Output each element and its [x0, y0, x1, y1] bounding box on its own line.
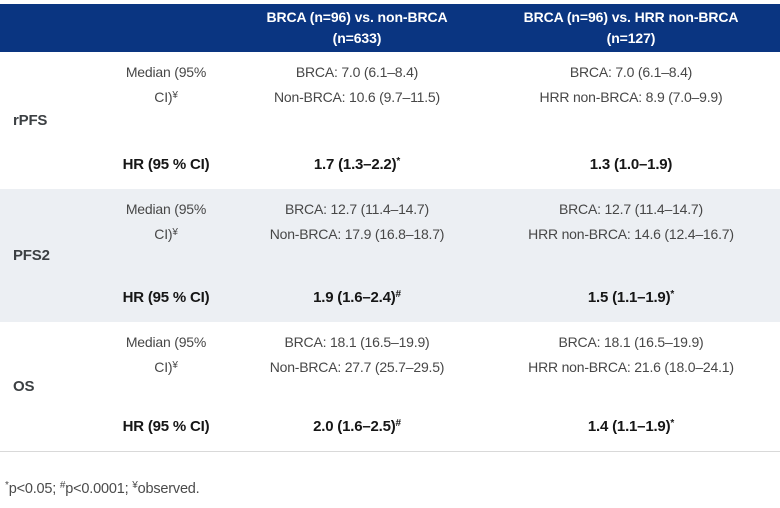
median-label-line1: Median (95% [125, 334, 207, 350]
column-header-brca-vs-nonbrca: BRCA (n=96) vs. non-BRCA (n=633) [232, 7, 482, 49]
median-label-cell: Median (95% CI)¥ [100, 189, 232, 247]
asterisk-marker: * [5, 480, 9, 491]
median-label-line1: Median (95% [125, 201, 207, 217]
footnote-observed: observed. [137, 481, 200, 497]
hr-value: 1.3 (1.0–1.9) [589, 156, 673, 173]
hr-value: 1.5 (1.1–1.9) [587, 289, 671, 306]
row-label-rpfs: rPFS [13, 112, 48, 129]
median-label-line1: Median (95% [125, 64, 207, 80]
median-hrr-nonbrca-value: HRR non-BRCA: 14.6 (12.4–16.7) [528, 226, 734, 242]
hr-value-cell: 1.9 (1.6–2.4)# [232, 287, 482, 322]
median-label-line2: CI)¥ [154, 89, 178, 105]
yen-marker: ¥ [132, 480, 138, 491]
hr-value-cell: 2.0 (1.6–2.5)# [232, 416, 482, 451]
median-label-line2: CI)¥ [154, 226, 178, 242]
significance-marker: * [396, 156, 401, 167]
observed-marker: ¥ [172, 90, 178, 101]
median-brca-value: BRCA: 7.0 (6.1–8.4) [569, 64, 693, 80]
hr-value: 1.4 (1.1–1.9) [587, 418, 671, 435]
observed-marker: ¥ [172, 360, 178, 371]
hr-value-cell: 1.3 (1.0–1.9) [482, 154, 780, 189]
median-brca-value: BRCA: 18.1 (16.5–19.9) [284, 334, 430, 350]
median-label-cell: Median (95% CI)¥ [100, 322, 232, 380]
table-header-row: BRCA (n=96) vs. non-BRCA (n=633) BRCA (n… [0, 4, 780, 52]
median-value-cell: BRCA: 7.0 (6.1–8.4) HRR non-BRCA: 8.9 (7… [482, 52, 780, 110]
median-nonbrca-value: Non-BRCA: 17.9 (16.8–18.7) [269, 226, 445, 242]
median-label-line2: CI)¥ [154, 359, 178, 375]
hr-label: HR (95 % CI) [122, 289, 210, 306]
median-brca-value: BRCA: 7.0 (6.1–8.4) [295, 64, 419, 80]
hr-value-cell: 1.4 (1.1–1.9)* [482, 416, 780, 451]
median-nonbrca-value: Non-BRCA: 10.6 (9.7–11.5) [274, 89, 440, 105]
hr-value: 1.9 (1.6–2.4) [313, 289, 396, 306]
hr-value-cell: 1.5 (1.1–1.9)* [482, 287, 780, 322]
footnote-p00001: p<0.0001; [65, 481, 133, 497]
column-header-brca-vs-hrr-nonbrca: BRCA (n=96) vs. HRR non-BRCA (n=127) [482, 7, 780, 49]
column-header-line2: (n=633) [332, 30, 382, 46]
median-label-cell: Median (95% CI)¥ [100, 52, 232, 110]
median-brca-value: BRCA: 12.7 (11.4–14.7) [285, 201, 429, 217]
section-rpfs: rPFS Median (95% CI)¥ BRCA: 7.0 (6.1–8.4… [0, 52, 780, 189]
median-value-cell: BRCA: 18.1 (16.5–19.9) Non-BRCA: 27.7 (2… [232, 322, 482, 380]
median-brca-value: BRCA: 18.1 (16.5–19.9) [558, 334, 704, 350]
hr-value: 2.0 (1.6–2.5) [313, 418, 396, 435]
observed-marker: ¥ [172, 227, 178, 238]
median-value-cell: BRCA: 18.1 (16.5–19.9) HRR non-BRCA: 21.… [482, 322, 780, 380]
median-hrr-nonbrca-value: HRR non-BRCA: 21.6 (18.0–24.1) [528, 359, 734, 375]
hr-value: 1.7 (1.3–2.2) [313, 156, 397, 173]
hr-value-cell: 1.7 (1.3–2.2)* [232, 154, 482, 189]
median-value-cell: BRCA: 7.0 (6.1–8.4) Non-BRCA: 10.6 (9.7–… [232, 52, 482, 110]
hash-marker: # [59, 480, 66, 491]
section-pfs2: PFS2 Median (95% CI)¥ BRCA: 12.7 (11.4–1… [0, 189, 780, 322]
column-header-line1: BRCA (n=96) vs. non-BRCA [266, 9, 448, 25]
significance-marker: * [670, 289, 675, 300]
median-brca-value: BRCA: 12.7 (11.4–14.7) [559, 201, 703, 217]
median-hrr-nonbrca-value: HRR non-BRCA: 8.9 (7.0–9.9) [539, 89, 723, 105]
row-label-pfs2: PFS2 [13, 247, 50, 264]
significance-marker: # [395, 289, 402, 300]
median-value-cell: BRCA: 12.7 (11.4–14.7) Non-BRCA: 17.9 (1… [232, 189, 482, 247]
hr-label: HR (95 % CI) [122, 156, 210, 173]
footnote: *p<0.05; #p<0.0001; ¥observed. [0, 452, 780, 499]
median-value-cell: BRCA: 12.7 (11.4–14.7) HRR non-BRCA: 14.… [482, 189, 780, 247]
footnote-p005: p<0.05; [8, 481, 60, 497]
significance-marker: # [395, 418, 402, 429]
significance-marker: * [670, 418, 675, 429]
row-label-os: OS [13, 378, 35, 395]
median-nonbrca-value: Non-BRCA: 27.7 (25.7–29.5) [269, 359, 445, 375]
section-os: OS Median (95% CI)¥ BRCA: 18.1 (16.5–19.… [0, 322, 780, 452]
column-header-line1: BRCA (n=96) vs. HRR non-BRCA [523, 9, 739, 25]
column-header-line2: (n=127) [606, 30, 656, 46]
hr-label: HR (95 % CI) [122, 418, 210, 435]
